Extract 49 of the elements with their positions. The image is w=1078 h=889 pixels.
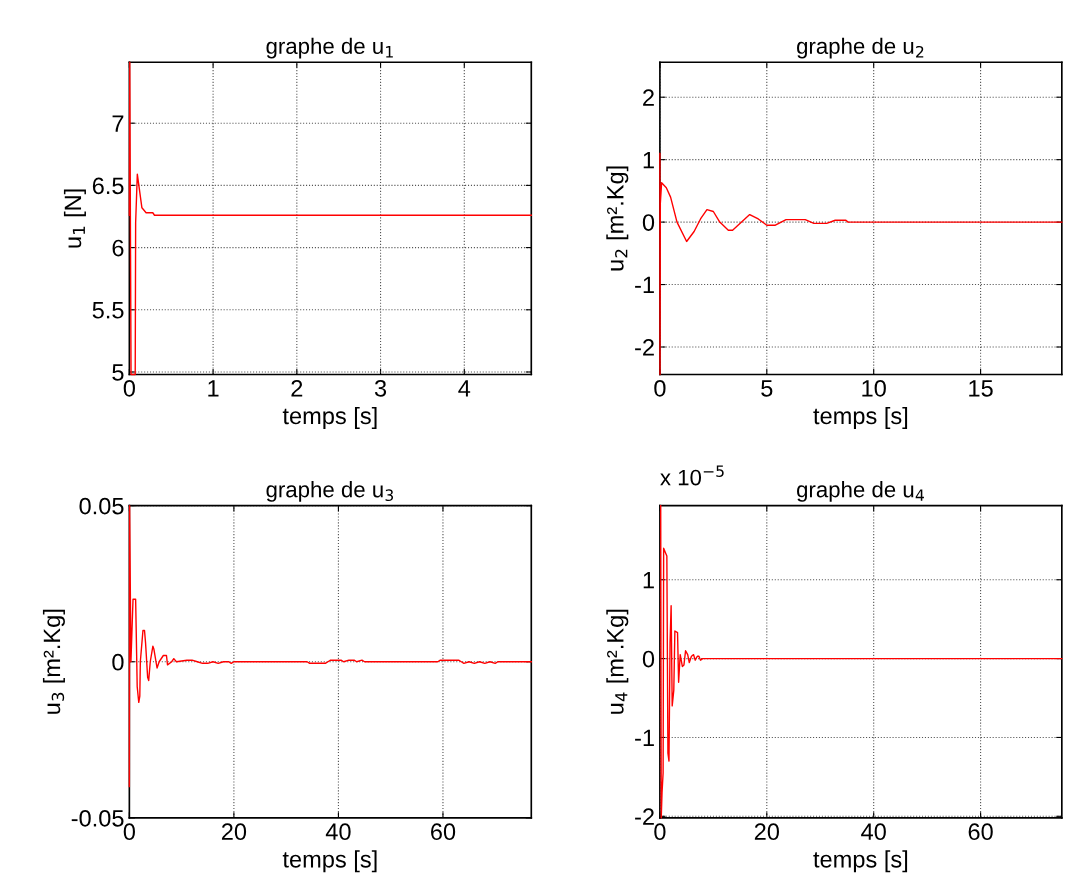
x-axis-title: temps [s] <box>282 406 377 429</box>
y-tick-label: 5.5 <box>92 302 124 319</box>
y-tick-label: 0 <box>642 214 655 231</box>
x-tick-label: 0 <box>654 823 666 841</box>
y-tick-label: 1 <box>643 151 654 169</box>
x-tick-label: 20 <box>754 823 780 841</box>
chart-title: graphe de u$_{2}$ <box>797 37 924 59</box>
x-tick-label: 0 <box>654 379 666 397</box>
y-tick-label: -2 <box>635 808 654 825</box>
x-tick-label: 60 <box>968 823 993 841</box>
x-tick-label: 10 <box>862 379 886 397</box>
x-tick-label: 1 <box>208 380 219 397</box>
x-tick-label: 5 <box>761 380 773 397</box>
y-tick-label: -2 <box>635 339 654 356</box>
x-tick-label: 0 <box>123 379 135 397</box>
y-tick-label: 2 <box>643 89 654 106</box>
y-axis-title: u$_{1}$ [N] <box>63 189 86 248</box>
y-tick-label: 0 <box>112 653 124 671</box>
chart-title: graphe de u$_{4}$ <box>797 481 924 502</box>
y-tick-label: 7 <box>112 115 124 132</box>
text: x 10$^{−5}$ <box>660 465 724 486</box>
x-tick-label: 0 <box>123 823 135 841</box>
y-tick-label: 6.5 <box>92 177 124 195</box>
x-tick-label: 40 <box>861 823 886 841</box>
y-tick-label: -1 <box>635 276 654 294</box>
y-tick-label: 1 <box>643 572 654 589</box>
y-tick-label: 0 <box>642 650 655 668</box>
y-axis-title: u$_{3}$ [m².Kg] <box>42 609 65 714</box>
chart-title: graphe de u$_{1}$ <box>266 37 393 59</box>
y-tick-label: -1 <box>635 729 654 747</box>
x-axis-title: temps [s] <box>282 850 377 873</box>
y-axis-title: u$_{4}$ [m².Kg] <box>606 609 629 714</box>
x-tick-label: 4 <box>458 380 471 397</box>
y-tick-label: -0.05 <box>71 809 124 827</box>
chart-title: graphe de u$_{3}$ <box>266 481 394 502</box>
x-axis-title: temps [s] <box>813 406 908 429</box>
line-series <box>128 61 532 376</box>
x-tick-label: 2 <box>291 379 303 397</box>
y-axis-title: u$_{2}$ [m².Kg] <box>606 166 629 271</box>
y-tick-label: 0.05 <box>79 497 124 515</box>
line-series <box>660 504 1063 819</box>
x-tick-label: 3 <box>374 379 387 397</box>
y-tick-label: 6 <box>112 239 124 257</box>
x-tick-label: 60 <box>431 823 456 841</box>
x-tick-label: 20 <box>221 823 247 841</box>
x-axis-title: temps [s] <box>813 850 908 873</box>
x-tick-label: 40 <box>325 823 351 841</box>
x-tick-label: 15 <box>969 380 993 397</box>
y-tick-label: 5 <box>112 364 124 381</box>
